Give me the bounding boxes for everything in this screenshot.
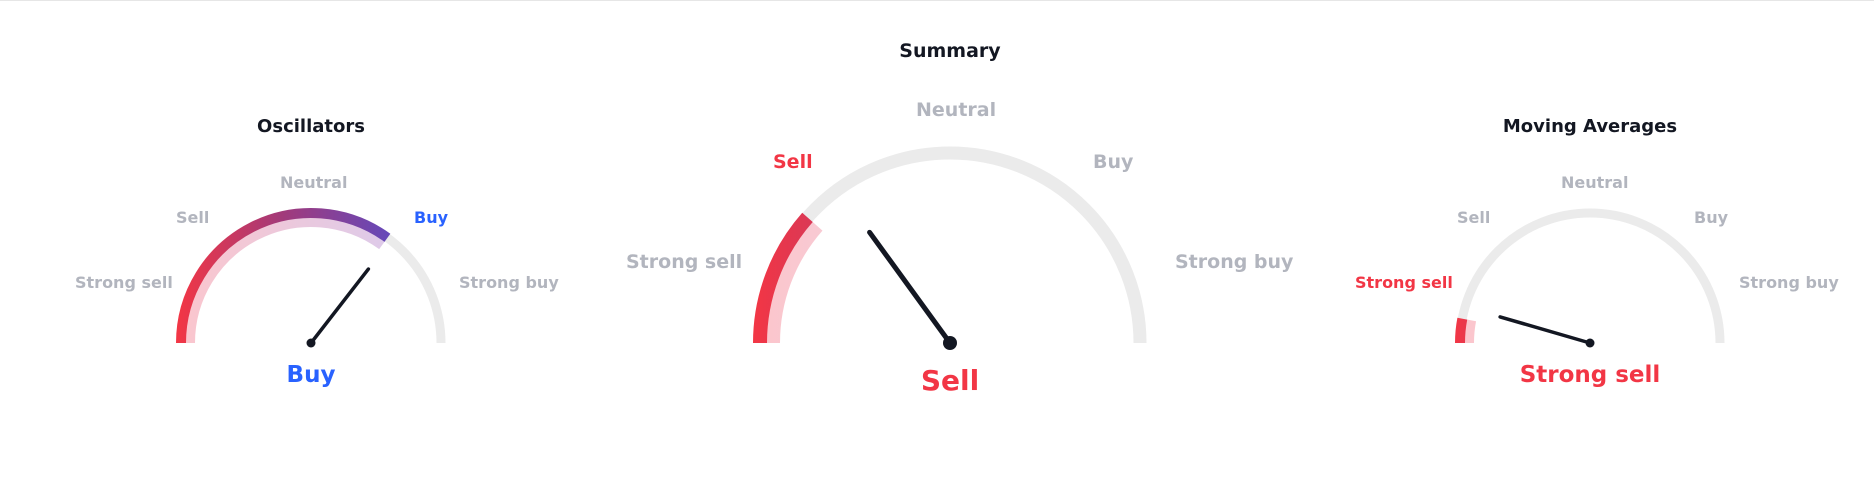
moving-averages-label-strong-sell: Strong sell: [1355, 273, 1453, 292]
moving-averages-fill-light: [1469, 320, 1471, 343]
moving-averages-label-neutral: Neutral: [1561, 173, 1628, 192]
moving-averages-track: [1460, 213, 1720, 343]
moving-averages-needle: [1500, 317, 1590, 343]
moving-averages-label-sell: Sell: [1457, 208, 1490, 227]
moving-averages-fill: [1460, 319, 1462, 343]
moving-averages-needle-pivot: [1586, 339, 1595, 348]
moving-averages-label-buy: Buy: [1694, 208, 1728, 227]
moving-averages-result: Strong sell: [1490, 362, 1690, 388]
moving-averages-label-strong-buy: Strong buy: [1739, 273, 1839, 292]
moving-averages-title: Moving Averages: [1490, 116, 1690, 137]
